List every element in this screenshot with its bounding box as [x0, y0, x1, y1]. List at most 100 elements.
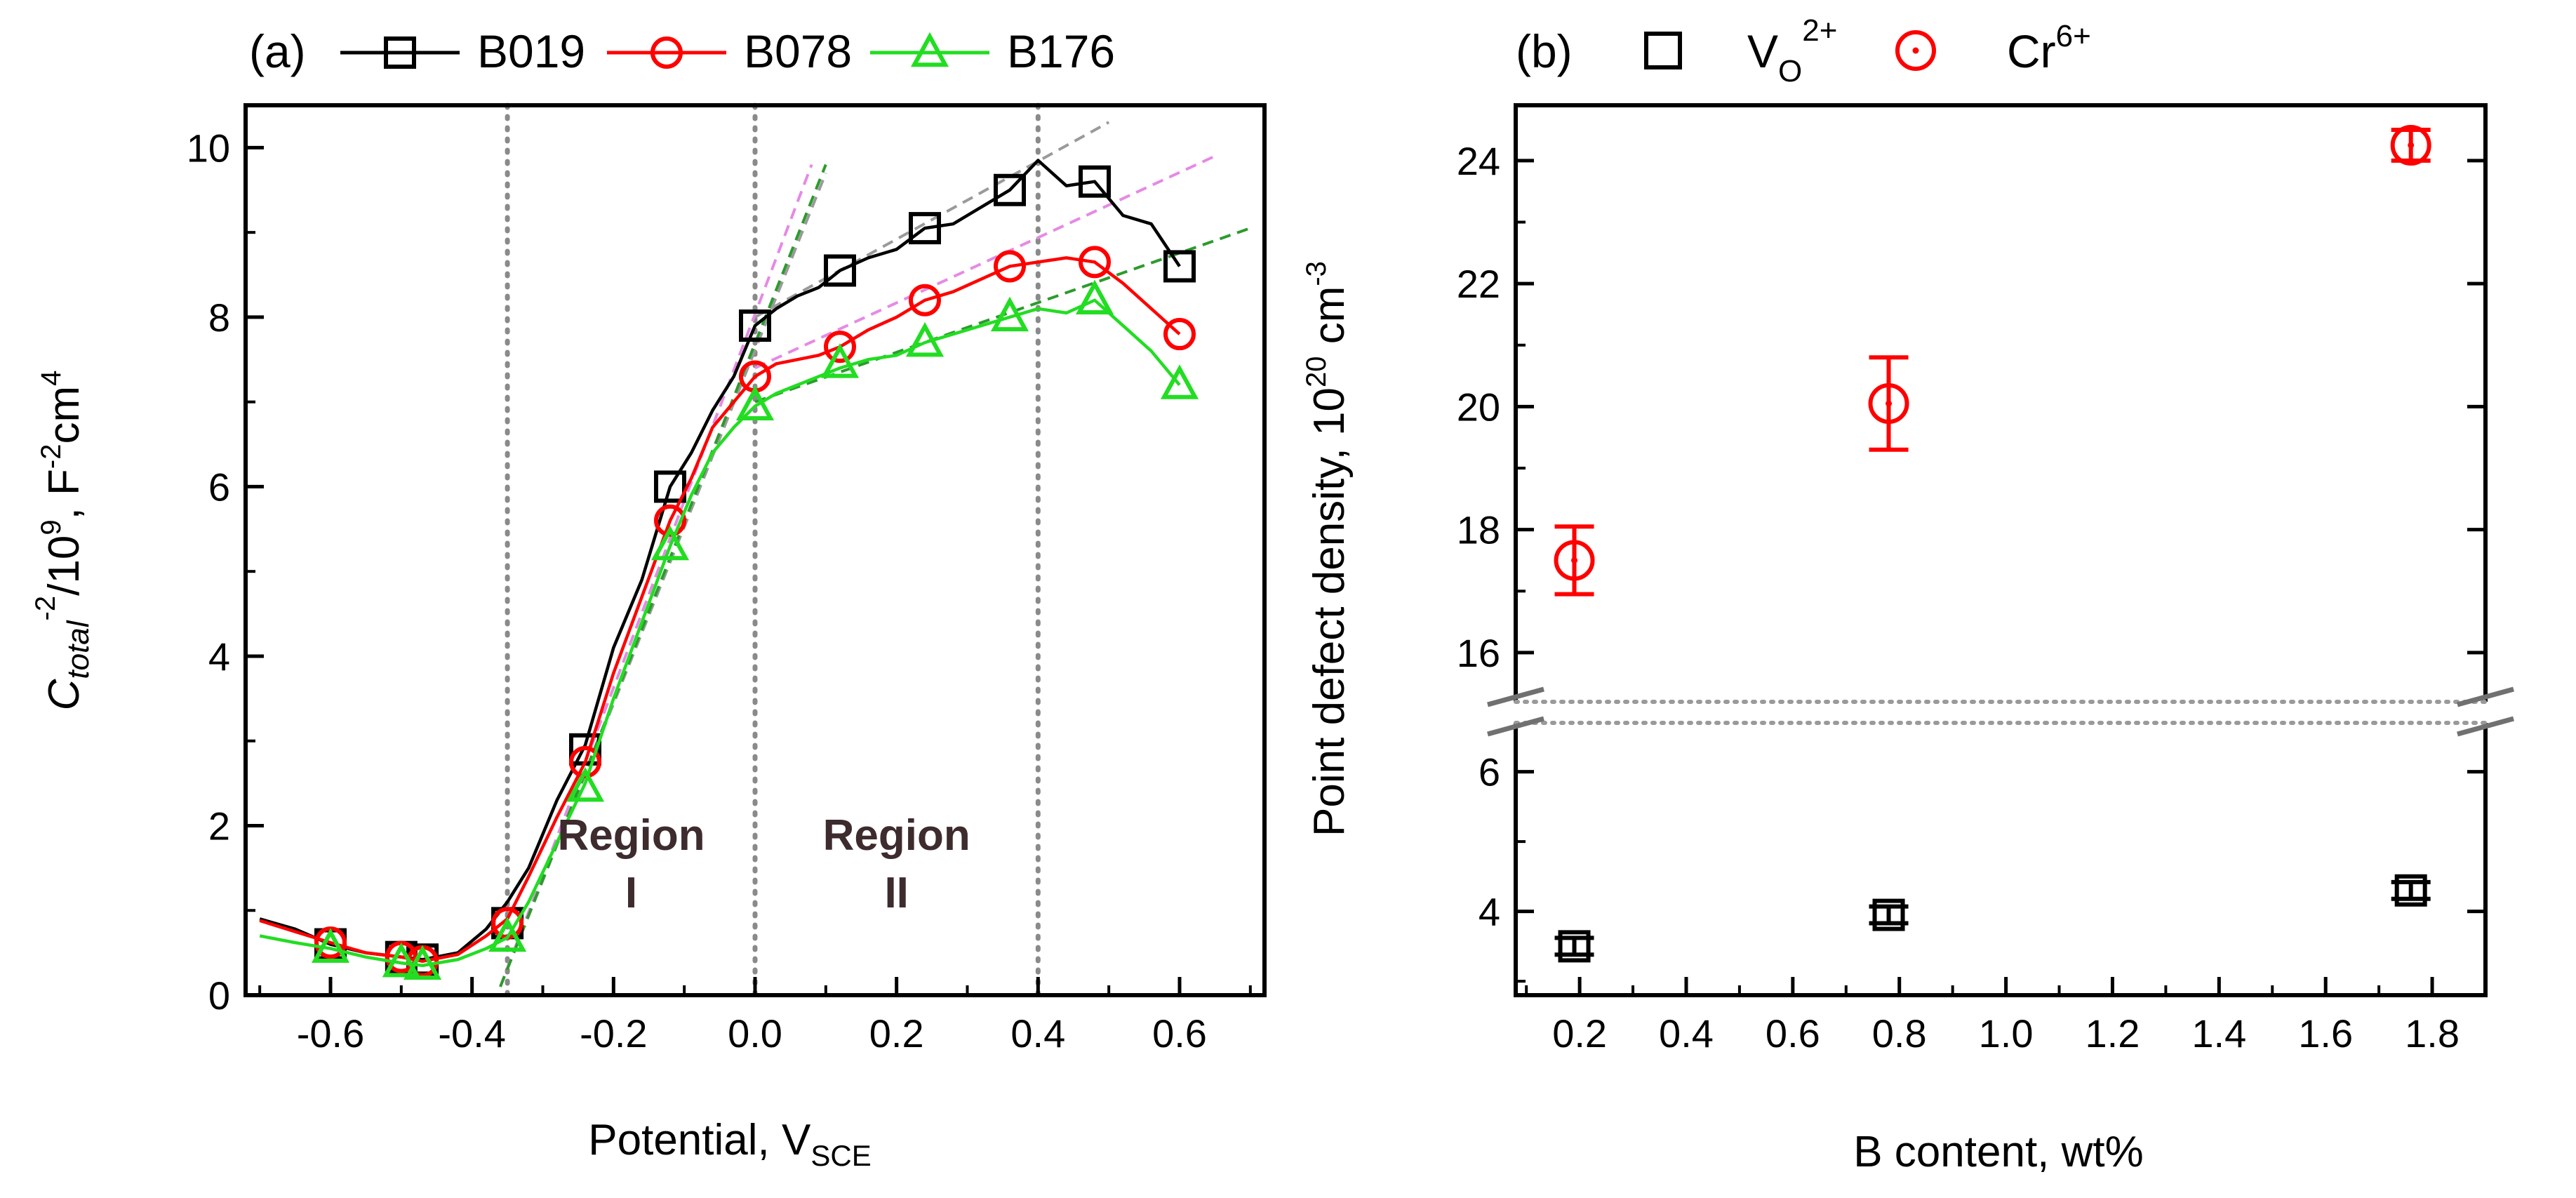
data-point-B176: [311, 928, 350, 963]
panel-b-x-axis-title: B content, wt%: [1853, 1128, 2144, 1176]
x-tick-label: 1.0: [1979, 1011, 2034, 1056]
legend-label-vacancy-sub: O: [1778, 54, 1802, 88]
data-point-B078: [654, 504, 686, 537]
panel-a-plot-area: [259, 102, 1251, 998]
legend-label-vacancy-main: V: [1747, 25, 1778, 77]
region-label-number: I: [625, 869, 637, 917]
data-point-B176: [1160, 364, 1199, 399]
y-tick-label: 24: [1457, 139, 1500, 183]
data-point-Cr: [1554, 540, 1595, 581]
data-point-Cr-ring: [2390, 124, 2431, 166]
region-label: Region: [557, 811, 705, 860]
legend-label-chromium: Cr6+: [2007, 19, 2091, 77]
data-point-B176: [382, 942, 420, 978]
panel-b-ticks: 0.2 0.4 0.6 0.8 1.0 1.2 1.4 1.6 1.8 4 6 16 18 20 22 24: [1457, 139, 2487, 1056]
y-tick-label: 4: [208, 634, 230, 679]
x-tick-label: 0.6: [1766, 1011, 1820, 1056]
data-point-B176: [990, 296, 1029, 332]
legend-label-B019: B019: [477, 25, 585, 77]
x-tick-label: 1.6: [2298, 1011, 2353, 1056]
data-point-B078: [909, 284, 941, 317]
legend-marker-vacancy: [1644, 32, 1682, 69]
data-point-B176: [820, 343, 860, 378]
data-point-Cr: [2390, 124, 2431, 166]
x-tick-label: 0.4: [1010, 1011, 1065, 1056]
panel-b-y-axis-title: Point defect density, 1020 cm-3: [1301, 261, 1354, 837]
panel-a-ticks: -0.6 -0.4 -0.2 0.0 0.2 0.4 0.6 0 2 4 6 8 10: [187, 126, 1252, 1056]
data-point-B176: [488, 917, 527, 952]
panel-b-frame-upper: [1514, 103, 2488, 702]
data-point-B019: [654, 470, 686, 503]
legend-label-B078: B078: [744, 25, 852, 77]
series-line-B019: [259, 159, 1181, 961]
y-tick-label: 8: [208, 295, 230, 340]
legend-marker-B078: [650, 36, 683, 69]
x-tick-label: 0.8: [1872, 1011, 1927, 1056]
svg-text:Ctotal-2/109, F-2cm4: Ctotal-2/109, F-2cm4: [30, 371, 95, 711]
x-tick-label: 0.2: [1552, 1011, 1607, 1056]
legend-label-vacancy: VO2+: [1747, 13, 1837, 88]
panel-a-label: (a): [249, 25, 306, 77]
data-point-B176: [735, 385, 775, 420]
panel-b-plot-area: [1487, 103, 2514, 997]
legend-marker-chromium-ring: [1895, 30, 1936, 71]
data-point-B078: [824, 331, 856, 364]
x-tick-label: 0.4: [1659, 1011, 1714, 1056]
panel-b: (b) VO2+ Cr6+ Point defect density, 1020 …: [1301, 13, 2514, 1176]
panel-a-region-labels: Region I Region II: [557, 811, 970, 917]
data-point-B019: [1163, 250, 1196, 283]
data-point-B176: [1075, 279, 1114, 315]
x-tick-label: 1.8: [2405, 1011, 2460, 1056]
panel-a-x-axis-title: Potential, VSCE: [588, 1116, 871, 1172]
data-point-B176: [905, 321, 945, 357]
panel-a-y-axis-title: Ctotal-2/109, F-2cm4: [30, 371, 95, 711]
x-tick-label: 0.0: [728, 1011, 782, 1056]
panel-a-legend: B019 B078 B176: [340, 25, 1115, 77]
legend-marker-B019: [384, 36, 416, 69]
data-point-B078: [569, 745, 601, 778]
data-point-B019: [994, 173, 1026, 206]
y-tick-label: 22: [1457, 262, 1500, 306]
region-label-number: II: [884, 869, 908, 917]
x-tick-label: 0.6: [1152, 1011, 1207, 1056]
y-tick-label: 18: [1457, 508, 1500, 552]
panel-b-label: (b): [1516, 25, 1573, 77]
legend-label-B176: B176: [1007, 25, 1115, 77]
data-point-Cr-dot: [1571, 557, 1578, 564]
data-point-Cr-ring: [1868, 383, 1909, 424]
y-tick-label: 0: [208, 973, 230, 1018]
legend-marker-chromium: [1895, 30, 1936, 71]
legend-label-vacancy-sup: 2+: [1802, 13, 1837, 48]
data-point-Cr-dot: [2408, 142, 2415, 149]
data-point-B019: [909, 212, 941, 245]
y-tick-label: 10: [187, 126, 230, 170]
x-tick-label: 1.4: [2191, 1011, 2246, 1056]
legend-label-chromium-main: Cr: [2007, 25, 2056, 77]
y-tick-label: 16: [1457, 631, 1500, 675]
data-point-Cr-dot: [1886, 400, 1893, 407]
data-point-B176: [650, 525, 690, 561]
data-point-Cr-ring: [1554, 540, 1595, 581]
fit-line: [754, 154, 1216, 370]
x-tick-label: -0.2: [580, 1011, 648, 1056]
data-point-B019: [824, 254, 856, 287]
y-tick-label: 6: [1479, 750, 1500, 794]
legend-marker-B176: [910, 32, 949, 67]
fit-line: [499, 164, 827, 987]
axis-break-mark: [2457, 716, 2514, 737]
data-point-Cr: [1868, 383, 1909, 424]
data-point-V: [2394, 874, 2427, 907]
axis-break-mark: [1487, 686, 1544, 707]
data-point-B078: [994, 250, 1026, 283]
legend-label-chromium-sup: 6+: [2056, 19, 2091, 53]
series-line-B078: [259, 256, 1181, 963]
y-tick-label: 4: [1479, 890, 1500, 934]
panel-b-legend: VO2+ Cr6+: [1644, 13, 2091, 88]
data-point-B078: [1079, 246, 1111, 279]
panel-a: (a) B019 B078 B176 Ctotal-2/109, F-2cm4 Po…: [30, 25, 1267, 1172]
data-point-V: [1872, 898, 1905, 931]
x-tick-label: -0.6: [297, 1011, 365, 1056]
y-tick-label: 20: [1457, 385, 1500, 429]
x-tick-label: 1.2: [2086, 1011, 2140, 1056]
axis-break-mark: [1487, 716, 1544, 737]
